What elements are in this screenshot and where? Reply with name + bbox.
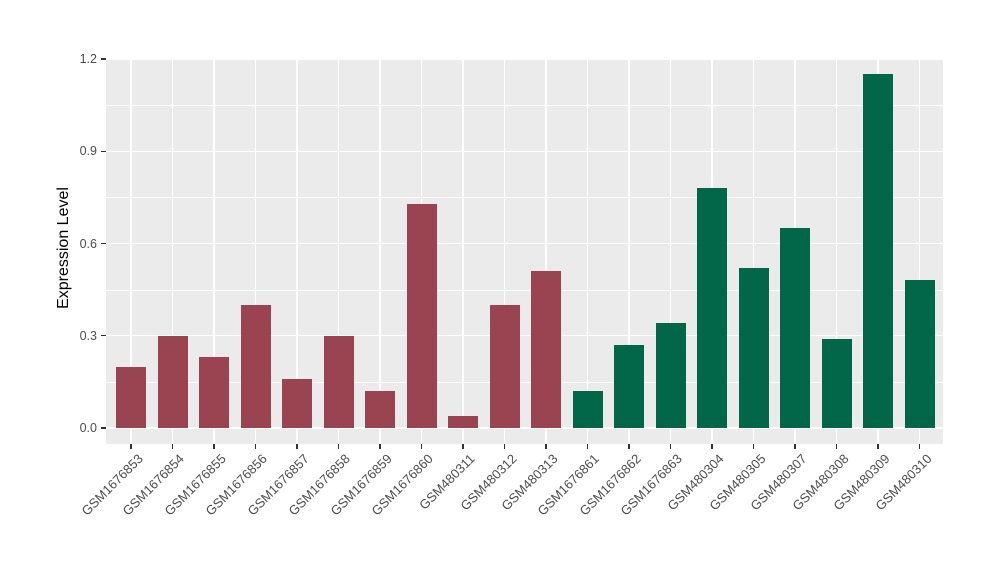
y-tick-mark <box>101 335 106 337</box>
y-tick-label: 0.9 <box>79 144 97 159</box>
gridline-minor <box>106 381 943 383</box>
bar-GSM480311 <box>448 415 478 428</box>
gridline-vertical <box>835 58 838 444</box>
gridline-major <box>106 335 943 337</box>
y-tick-mark <box>101 58 106 60</box>
gridline-major <box>106 150 943 152</box>
x-tick-mark <box>711 444 713 449</box>
gridline-major <box>106 427 943 429</box>
x-tick-mark <box>462 444 464 449</box>
plot-panel <box>106 58 943 444</box>
gridline-vertical <box>918 58 921 444</box>
x-tick-mark <box>296 444 298 449</box>
gridline-vertical <box>462 58 464 444</box>
gridline-minor <box>106 105 943 106</box>
gridline-vertical <box>254 58 257 444</box>
x-tick-mark <box>337 444 340 449</box>
gridline-vertical <box>586 58 589 444</box>
x-tick-mark <box>254 444 257 449</box>
bar-GSM480310 <box>904 280 935 428</box>
bar-GSM480305 <box>738 268 769 428</box>
y-tick-label: 0.6 <box>79 236 97 251</box>
y-tick-mark <box>101 427 106 429</box>
y-tick-mark <box>101 150 106 152</box>
gridline-minor <box>106 289 943 291</box>
x-tick-mark <box>918 444 921 449</box>
bar-GSM1676855 <box>199 357 229 428</box>
bar-GSM480313 <box>531 271 561 428</box>
gridline-vertical <box>171 58 174 444</box>
bar-GSM1676859 <box>365 391 395 428</box>
x-tick-mark <box>420 444 423 449</box>
y-tick-label: 1.2 <box>79 52 97 66</box>
y-tick-label: 0.0 <box>79 421 97 435</box>
bar-GSM1676857 <box>282 378 312 428</box>
bar-GSM1676853 <box>116 366 146 428</box>
bar-GSM1676863 <box>655 323 686 428</box>
gridline-vertical <box>503 58 506 444</box>
bar-GSM480304 <box>697 188 727 428</box>
bar-GSM1676856 <box>240 305 271 428</box>
bar-GSM1676854 <box>157 335 188 428</box>
gridline-vertical <box>669 58 672 444</box>
gridline-major <box>106 58 943 60</box>
x-tick-mark <box>171 444 174 449</box>
x-tick-mark <box>130 444 132 449</box>
gridline-major <box>106 242 943 245</box>
gridline-vertical <box>213 58 215 444</box>
gridline-vertical <box>628 58 630 444</box>
bar-GSM480307 <box>780 228 810 428</box>
gridline-minor <box>106 197 943 199</box>
x-tick-mark <box>628 444 630 449</box>
x-tick-mark <box>877 444 879 449</box>
x-tick-mark <box>794 444 796 449</box>
x-tick-mark <box>835 444 838 449</box>
gridline-vertical <box>296 58 298 444</box>
gridline-vertical <box>337 58 340 444</box>
bar-GSM1676858 <box>323 335 354 428</box>
y-tick-label: 0.3 <box>79 328 97 343</box>
x-tick-mark <box>503 444 506 449</box>
bar-GSM1676860 <box>406 203 437 428</box>
x-tick-mark <box>545 444 547 449</box>
bar-GSM1676861 <box>572 391 603 428</box>
bar-GSM480309 <box>863 74 893 428</box>
x-tick-mark <box>586 444 589 449</box>
x-tick-mark <box>669 444 672 449</box>
gridline-vertical <box>752 58 755 444</box>
x-tick-mark <box>213 444 215 449</box>
gridline-vertical <box>379 58 381 444</box>
bar-GSM480312 <box>489 305 520 428</box>
bar-GSM480308 <box>821 338 852 428</box>
x-tick-mark <box>379 444 381 449</box>
bar-GSM1676862 <box>614 344 644 428</box>
y-tick-mark <box>101 242 106 245</box>
gridline-vertical <box>130 58 132 444</box>
x-tick-mark <box>752 444 755 449</box>
gridline-vertical <box>545 58 547 444</box>
